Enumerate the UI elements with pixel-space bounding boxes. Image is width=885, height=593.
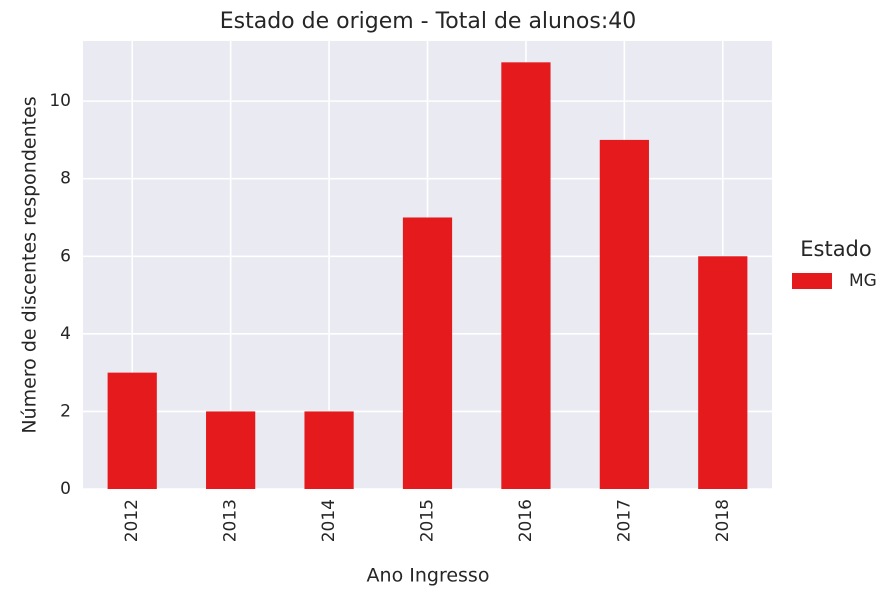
legend-label: MG [849, 271, 877, 291]
x-tick-label: 2015 [418, 499, 438, 542]
legend-swatch [792, 273, 832, 289]
x-tick-label: 2013 [221, 499, 241, 542]
y-tick-label: 6 [60, 246, 71, 266]
y-tick-label: 8 [60, 169, 71, 189]
y-axis-label: Número de discentes respondentes [19, 96, 41, 433]
chart-title: Estado de origem - Total de alunos:40 [220, 9, 637, 34]
x-tick-label: 2012 [122, 499, 142, 542]
x-tick-label: 2016 [516, 499, 536, 542]
y-tick-label: 2 [60, 401, 71, 421]
x-axis-label: Ano Ingresso [367, 565, 490, 587]
y-tick-label: 10 [49, 91, 71, 111]
x-tick-label: 2018 [713, 499, 733, 542]
bar [599, 139, 649, 489]
y-tick-label: 4 [60, 324, 71, 344]
bar [304, 411, 354, 489]
marks [107, 62, 748, 489]
y-tick-label: 0 [60, 479, 71, 499]
bar [501, 62, 551, 489]
legend-title: Estado [800, 237, 872, 261]
x-tick-label: 2017 [614, 499, 634, 542]
bar [402, 217, 453, 489]
bar [107, 372, 157, 489]
x-tick-label: 2014 [319, 499, 339, 542]
bar [698, 256, 748, 489]
bar [206, 411, 256, 489]
